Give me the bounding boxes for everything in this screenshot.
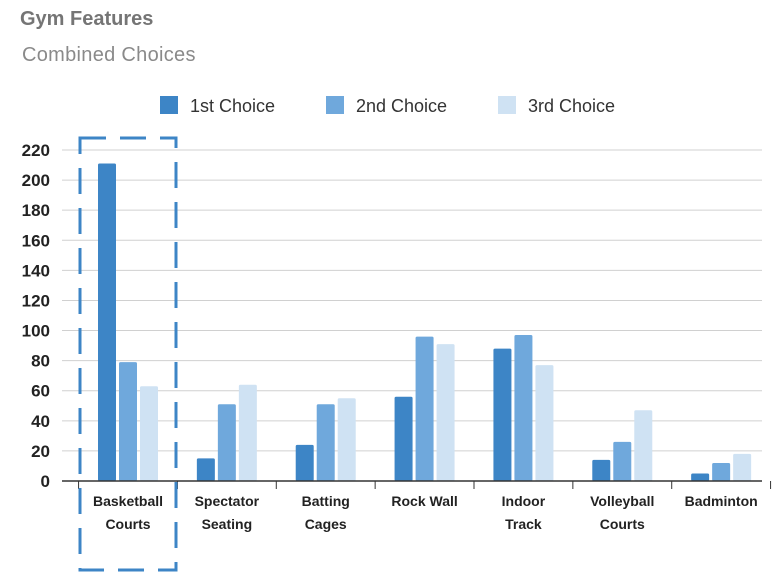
legend-label: 3rd Choice [528, 96, 615, 116]
x-axis-labels: Basketball Courts Spectator Seating Batting C… [93, 493, 758, 532]
bar [514, 335, 533, 481]
y-tick-label: 120 [22, 291, 50, 310]
bars [98, 163, 752, 482]
y-tick-label: 100 [22, 322, 50, 341]
y-tick-label: 40 [31, 412, 50, 431]
bar [238, 384, 257, 481]
chart-title: Gym Features [20, 8, 154, 30]
bar [733, 453, 752, 481]
y-tick-label: 180 [22, 201, 50, 220]
bar [394, 396, 413, 481]
x-axis [62, 480, 772, 489]
category-label: Rock Wall [391, 493, 457, 509]
legend-label: 2nd Choice [356, 96, 447, 116]
bar [613, 441, 632, 481]
bar [535, 365, 554, 481]
category-label: Badminton [685, 493, 758, 509]
y-tick-label: 140 [22, 261, 50, 280]
y-tick-label: 60 [31, 382, 50, 401]
y-tick-label: 0 [41, 472, 50, 491]
y-axis-ticks: 0 20 40 60 80 100 120 140 160 180 200 220 [22, 141, 50, 491]
legend-swatch [326, 96, 344, 114]
bar [217, 404, 236, 481]
category-label: Cages [305, 516, 347, 532]
y-tick-label: 220 [22, 141, 50, 160]
y-tick-label: 20 [31, 442, 50, 461]
bar [316, 404, 335, 481]
bar [691, 473, 710, 481]
legend: 1st Choice 2nd Choice 3rd Choice [160, 96, 615, 116]
bar [295, 444, 314, 481]
bar [98, 163, 116, 482]
category-label: Batting [302, 493, 350, 509]
category-label: Courts [105, 516, 150, 532]
category-label: Indoor [502, 493, 546, 509]
y-tick-label: 160 [22, 231, 50, 250]
bar [337, 398, 356, 481]
highlight-dashed-box [78, 136, 178, 572]
bar [592, 459, 611, 481]
bar [196, 458, 215, 481]
y-tick-label: 80 [31, 352, 50, 371]
bar [436, 344, 455, 481]
bar [634, 410, 653, 481]
legend-label: 1st Choice [190, 96, 275, 116]
category-label: Volleyball [590, 493, 654, 509]
category-label: Track [505, 516, 542, 532]
category-label: Seating [202, 516, 253, 532]
y-tick-label: 200 [22, 171, 50, 190]
highlight-box [78, 136, 178, 572]
category-label: Spectator [195, 493, 260, 509]
chart-subtitle: Combined Choices [22, 44, 196, 66]
category-label: Basketball [93, 493, 163, 509]
bar [712, 462, 731, 481]
legend-swatch [498, 96, 516, 114]
legend-swatch [160, 96, 178, 114]
category-label: Courts [600, 516, 645, 532]
bar [119, 362, 137, 481]
bar [415, 336, 434, 481]
bar [140, 386, 158, 481]
bar [493, 348, 512, 481]
